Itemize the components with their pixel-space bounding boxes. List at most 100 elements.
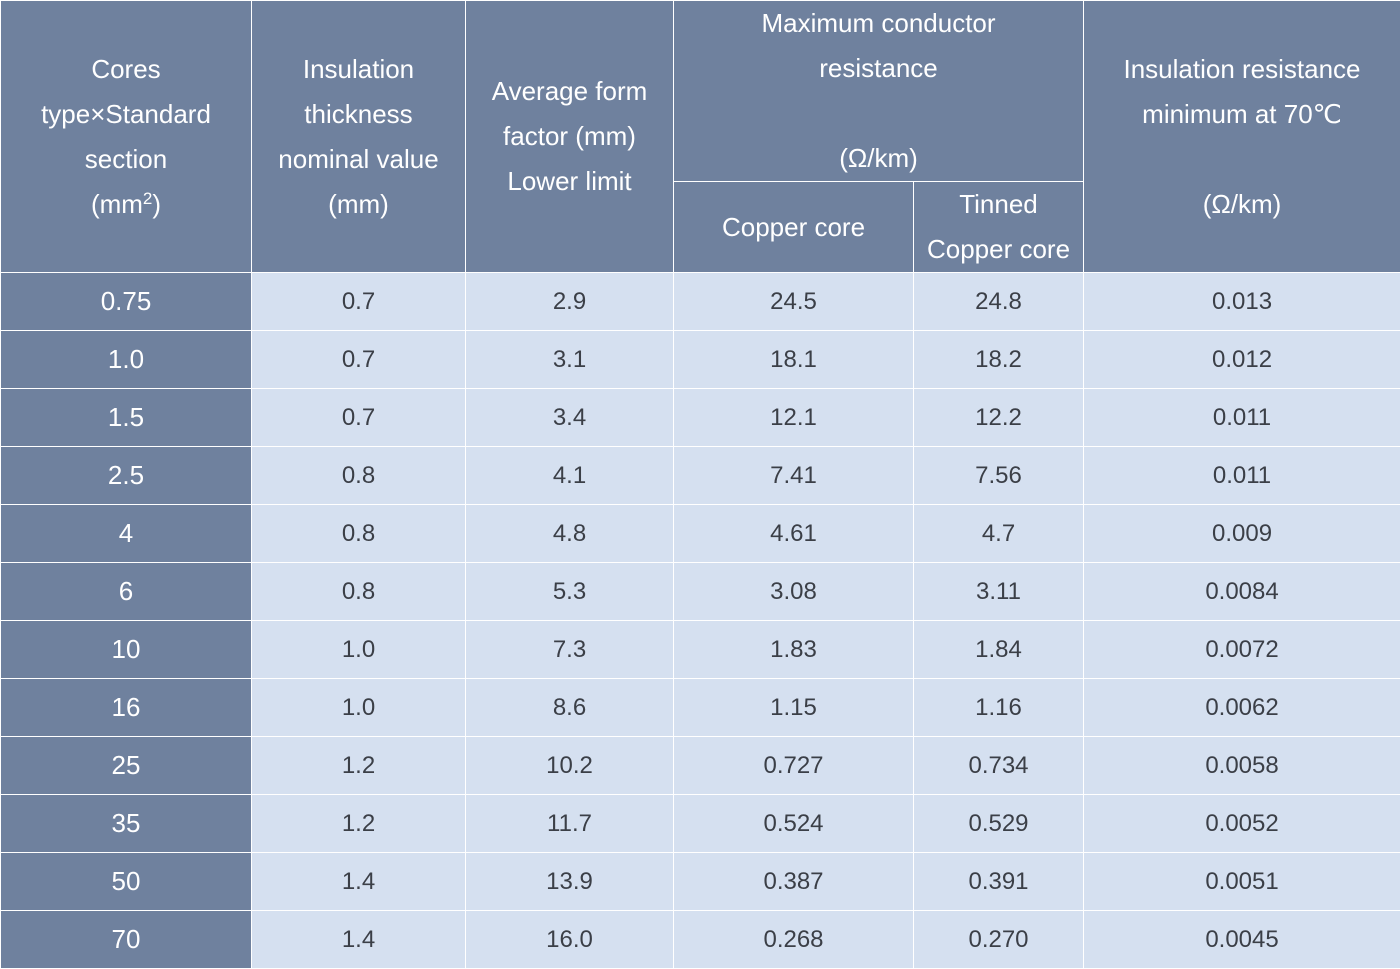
cell-form-factor: 5.3: [466, 563, 674, 621]
cell-section: 6: [1, 563, 252, 621]
cell-tinned-resistance: 24.8: [914, 273, 1084, 331]
cell-insulation-resistance: 0.0052: [1084, 795, 1400, 853]
cell-insulation-resistance: 0.0058: [1084, 737, 1400, 795]
cell-insulation-resistance: 0.011: [1084, 447, 1400, 505]
cell-insulation-thickness: 1.4: [252, 911, 466, 969]
cell-tinned-resistance: 4.7: [914, 505, 1084, 563]
cell-insulation-thickness: 0.8: [252, 505, 466, 563]
cell-section: 70: [1, 911, 252, 969]
cell-tinned-resistance: 0.734: [914, 737, 1084, 795]
cell-insulation-resistance: 0.011: [1084, 389, 1400, 447]
header-line: [678, 91, 1079, 136]
cell-form-factor: 16.0: [466, 911, 674, 969]
header-line: resistance: [678, 46, 1079, 91]
header-line: minimum at 70℃: [1088, 92, 1396, 137]
cell-copper-resistance: 0.268: [674, 911, 914, 969]
cell-insulation-thickness: 1.4: [252, 853, 466, 911]
header-insulation-thickness: Insulation thickness nominal value (mm): [252, 1, 466, 273]
cell-tinned-resistance: 1.84: [914, 621, 1084, 679]
cell-copper-resistance: 3.08: [674, 563, 914, 621]
cell-form-factor: 4.1: [466, 447, 674, 505]
cell-form-factor: 3.4: [466, 389, 674, 447]
cell-insulation-resistance: 0.0062: [1084, 679, 1400, 737]
cell-insulation-thickness: 0.8: [252, 447, 466, 505]
header-line: type×Standard: [5, 92, 247, 137]
cell-insulation-thickness: 0.7: [252, 273, 466, 331]
cell-section: 1.5: [1, 389, 252, 447]
cell-insulation-resistance: 0.0072: [1084, 621, 1400, 679]
cell-tinned-resistance: 0.391: [914, 853, 1084, 911]
header-line: (Ω/km): [1088, 182, 1396, 227]
cell-copper-resistance: 18.1: [674, 331, 914, 389]
cell-copper-resistance: 4.61: [674, 505, 914, 563]
cell-insulation-thickness: 1.0: [252, 679, 466, 737]
cell-tinned-resistance: 7.56: [914, 447, 1084, 505]
header-line: [1088, 137, 1396, 182]
cell-copper-resistance: 0.524: [674, 795, 914, 853]
header-line: Average form: [470, 69, 669, 114]
cell-insulation-resistance: 0.012: [1084, 331, 1400, 389]
cell-insulation-thickness: 0.8: [252, 563, 466, 621]
cell-insulation-thickness: 0.7: [252, 389, 466, 447]
header-average-form-factor: Average form factor (mm) Lower limit: [466, 1, 674, 273]
cell-insulation-resistance: 0.0045: [1084, 911, 1400, 969]
header-copper-core: Copper core: [674, 182, 914, 273]
cell-copper-resistance: 24.5: [674, 273, 914, 331]
cell-copper-resistance: 0.727: [674, 737, 914, 795]
header-line: Tinned: [918, 182, 1079, 227]
cell-copper-resistance: 1.15: [674, 679, 914, 737]
table-header: Cores type×Standard section (mm2) Insula…: [1, 1, 1400, 273]
cell-copper-resistance: 7.41: [674, 447, 914, 505]
cell-copper-resistance: 1.83: [674, 621, 914, 679]
header-line: Copper core: [918, 227, 1079, 272]
header-tinned-copper-core: Tinned Copper core: [914, 182, 1084, 273]
header-line: Maximum conductor: [678, 1, 1079, 46]
cell-section: 35: [1, 795, 252, 853]
cell-insulation-thickness: 1.2: [252, 795, 466, 853]
cell-section: 50: [1, 853, 252, 911]
cell-section: 1.0: [1, 331, 252, 389]
cell-insulation-thickness: 1.0: [252, 621, 466, 679]
unit-prefix: (mm: [91, 189, 143, 219]
cell-copper-resistance: 12.1: [674, 389, 914, 447]
cell-insulation-resistance: 0.009: [1084, 505, 1400, 563]
cell-form-factor: 4.8: [466, 505, 674, 563]
cell-form-factor: 3.1: [466, 331, 674, 389]
header-line: Insulation: [256, 47, 461, 92]
header-line: (Ω/km): [678, 136, 1079, 181]
cell-form-factor: 2.9: [466, 273, 674, 331]
cell-insulation-thickness: 0.7: [252, 331, 466, 389]
cell-tinned-resistance: 3.11: [914, 563, 1084, 621]
cell-insulation-resistance: 0.0051: [1084, 853, 1400, 911]
header-line: Cores: [5, 47, 247, 92]
cell-form-factor: 11.7: [466, 795, 674, 853]
cell-copper-resistance: 0.387: [674, 853, 914, 911]
cell-section: 10: [1, 621, 252, 679]
unit-suffix: ): [152, 189, 161, 219]
unit-superscript: 2: [143, 189, 152, 208]
header-line: (mm): [256, 182, 461, 227]
cell-tinned-resistance: 12.2: [914, 389, 1084, 447]
cell-form-factor: 10.2: [466, 737, 674, 795]
header-unit: (mm2): [5, 182, 247, 227]
cell-section: 4: [1, 505, 252, 563]
cell-insulation-resistance: 0.0084: [1084, 563, 1400, 621]
header-cores-section: Cores type×Standard section (mm2): [1, 1, 252, 273]
header-line: thickness: [256, 92, 461, 137]
header-line: Lower limit: [470, 159, 669, 204]
cell-section: 2.5: [1, 447, 252, 505]
cell-form-factor: 13.9: [466, 853, 674, 911]
